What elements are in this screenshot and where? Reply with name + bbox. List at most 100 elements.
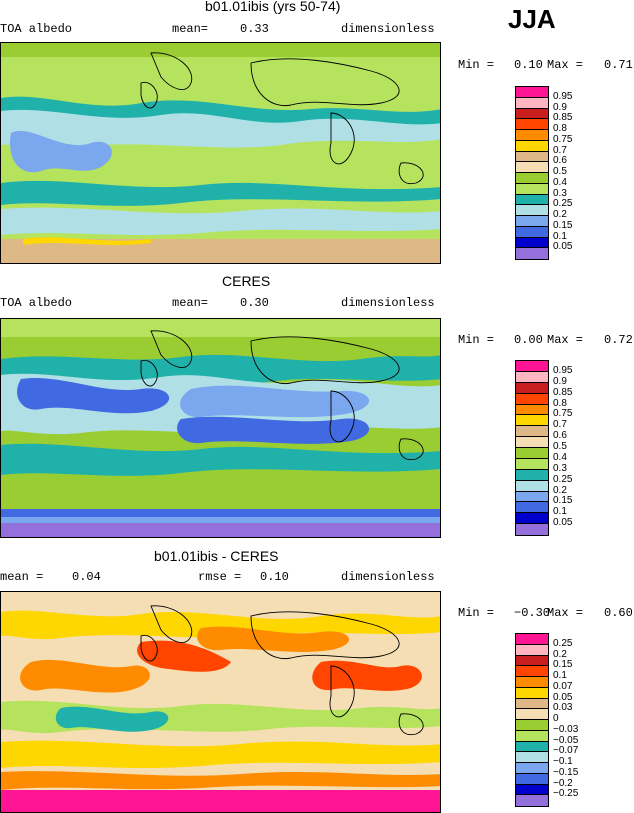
colorbar-swatch — [516, 183, 548, 195]
p3-coastlines — [140, 605, 424, 736]
colorbar-label: 0.4 — [553, 176, 567, 188]
p1-blob-pacific — [10, 130, 112, 173]
p2-band-arctic — [1, 319, 440, 337]
colorbar-swatch — [516, 361, 548, 372]
colorbar-swatch — [516, 458, 548, 470]
colorbar-swatch — [516, 741, 548, 753]
colorbar-swatch — [516, 371, 548, 383]
colorbar-label: 0.6 — [553, 430, 567, 442]
panel1-min-label: Min = — [458, 58, 495, 72]
p3-blob-atlantic — [312, 660, 422, 691]
colorbar-swatch — [516, 87, 548, 98]
p1-band-arctic — [1, 43, 440, 57]
colorbar-swatch — [516, 730, 548, 742]
colorbar-label: 0.3 — [553, 187, 567, 199]
panel1-units: dimensionless — [341, 22, 435, 36]
colorbar-label: 0.25 — [553, 198, 573, 210]
colorbar-swatch — [516, 173, 548, 184]
colorbar-swatch — [516, 709, 548, 720]
colorbar-label: 0.05 — [553, 691, 573, 703]
colorbar-swatch — [516, 773, 548, 785]
colorbar-swatch — [516, 205, 548, 216]
colorbar-swatch — [516, 448, 548, 459]
panel1-mean-label: mean= — [172, 22, 209, 36]
colorbar-label: 0.85 — [553, 386, 573, 398]
colorbar-swatch — [516, 216, 548, 227]
panel1-map-svg — [1, 43, 440, 263]
colorbar-label: 0.7 — [553, 144, 567, 156]
colorbar-swatch — [516, 194, 548, 206]
panel2-units: dimensionless — [341, 296, 435, 310]
colorbar-label: 0 — [553, 713, 559, 724]
panel2-map-svg — [1, 319, 440, 537]
colorbar-swatch — [516, 644, 548, 656]
colorbar-swatch — [516, 655, 548, 667]
colorbar-swatch — [516, 140, 548, 152]
panel1-max-label: Max = — [547, 58, 584, 72]
p3-band-antarctic — [1, 790, 440, 812]
colorbar-label: 0.1 — [553, 506, 567, 518]
colorbar-label: 0.5 — [553, 166, 567, 177]
panel2-min-label: Min = — [458, 333, 495, 347]
p2-band-antarctic3 — [1, 523, 440, 537]
colorbar-label: 0.9 — [553, 375, 567, 387]
colorbar-label: 0.15 — [553, 659, 573, 671]
p2-band-antarctic1 — [1, 509, 440, 517]
colorbar-swatch — [516, 404, 548, 416]
colorbar-label: 0.15 — [553, 495, 573, 507]
panel2-min-value: 0.00 — [514, 333, 543, 347]
p2-band-antarctic2 — [1, 517, 440, 523]
panel2-mean-label: mean= — [172, 296, 209, 310]
colorbar-label: 0.05 — [553, 517, 573, 529]
p2-band-southern-ocean — [1, 479, 440, 507]
colorbar-label: 0.95 — [553, 90, 573, 102]
colorbar-swatch — [516, 415, 548, 427]
colorbar-swatch — [516, 795, 548, 806]
colorbar-label: −0.1 — [553, 756, 573, 767]
panel3-mean-value: 0.04 — [72, 570, 101, 584]
colorbar-label: 0.1 — [553, 230, 567, 242]
colorbar-swatch — [516, 698, 548, 710]
panel1-title: b01.01ibis (yrs 50-74) — [205, 0, 341, 14]
colorbar-swatch — [516, 634, 548, 645]
panel2-mean-value: 0.30 — [240, 296, 269, 310]
panel3-colorbar — [515, 633, 549, 807]
colorbar-label: 0.8 — [553, 397, 567, 409]
panel3-rmse-value: 0.10 — [260, 570, 289, 584]
colorbar-label: 0.2 — [553, 209, 567, 220]
colorbar-label: −0.25 — [553, 788, 579, 800]
colorbar-label: 0.85 — [553, 112, 573, 124]
colorbar-label: −0.07 — [553, 745, 579, 757]
colorbar-swatch — [516, 130, 548, 141]
panel1-map — [0, 42, 441, 264]
colorbar-label: 0.1 — [553, 670, 567, 681]
colorbar-swatch — [516, 393, 548, 405]
panel3-mean-label: mean = — [0, 570, 44, 584]
p3-blob-asia — [137, 640, 231, 672]
panel1-field-label: TOA albedo — [0, 22, 73, 36]
colorbar-swatch — [516, 97, 548, 109]
p2-blob-pacific-n — [180, 385, 370, 418]
panel3-max-label: Max = — [547, 606, 584, 620]
colorbar-label: 0.05 — [553, 241, 573, 253]
panel3-map — [0, 591, 441, 813]
colorbar-label: 0.75 — [553, 408, 573, 420]
colorbar-label: 0.07 — [553, 680, 573, 692]
colorbar-swatch — [516, 666, 548, 677]
colorbar-label: −0.2 — [553, 777, 573, 789]
colorbar-label: 0.9 — [553, 101, 567, 113]
p2-band-subtrop — [1, 354, 440, 389]
season-label: JJA — [508, 4, 556, 34]
colorbar-label: 0.7 — [553, 419, 567, 431]
p1-band-south2 — [1, 180, 440, 206]
colorbar-swatch — [516, 119, 548, 130]
panel1-mean-value: 0.33 — [240, 22, 269, 36]
colorbar-swatch — [516, 784, 548, 796]
p1-band-south1 — [121, 156, 401, 181]
panel2-map — [0, 318, 441, 538]
colorbar-swatch — [516, 437, 548, 448]
colorbar-label: 0.8 — [553, 123, 567, 134]
colorbar-label: 0.6 — [553, 155, 567, 167]
panel2-title: CERES — [222, 273, 271, 289]
colorbar-swatch — [516, 513, 548, 525]
